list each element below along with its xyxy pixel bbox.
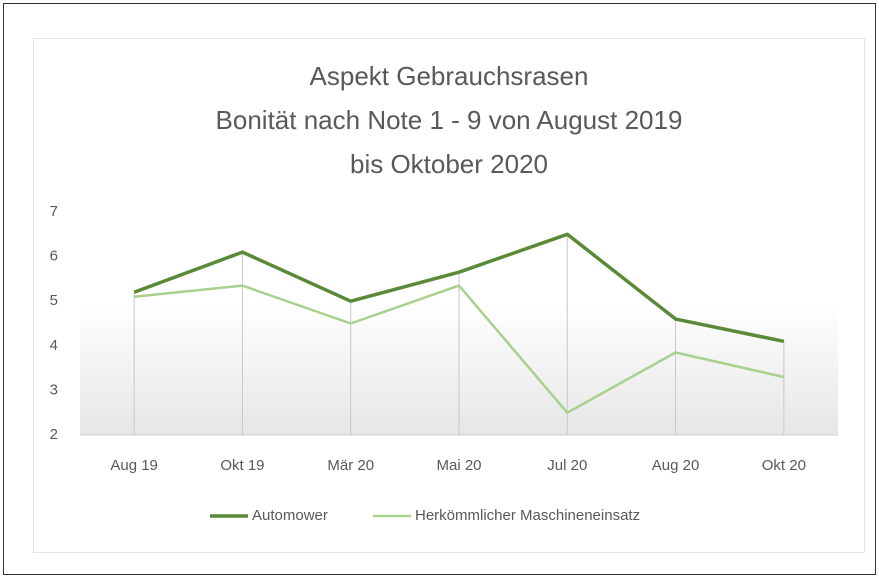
series-line: [134, 284, 785, 414]
chart-title: bis Oktober 2020: [350, 149, 548, 179]
y-tick-label: 3: [50, 381, 58, 398]
x-tick-label: Mai 20: [436, 457, 481, 474]
series-line: [133, 232, 785, 344]
legend-label: Automower: [252, 507, 328, 524]
x-tick-label: Mär 20: [327, 457, 374, 474]
x-tick-label: Jul 20: [547, 457, 587, 474]
y-tick-label: 7: [50, 203, 58, 220]
y-tick-label: 4: [50, 337, 58, 354]
y-tick-label: 5: [50, 292, 58, 309]
x-tick-label: Okt 19: [220, 457, 264, 474]
legend-label: Herkömmlicher Maschineneinsatz: [415, 507, 640, 524]
x-tick-label: Aug 20: [652, 457, 700, 474]
chart-title: Bonität nach Note 1 - 9 von August 2019: [216, 105, 683, 135]
x-tick-label: Okt 20: [762, 457, 806, 474]
x-tick-label: Aug 19: [110, 457, 158, 474]
y-tick-label: 2: [50, 426, 58, 443]
y-tick-label: 6: [50, 248, 58, 265]
chart-title: Aspekt Gebrauchsrasen: [310, 61, 589, 91]
